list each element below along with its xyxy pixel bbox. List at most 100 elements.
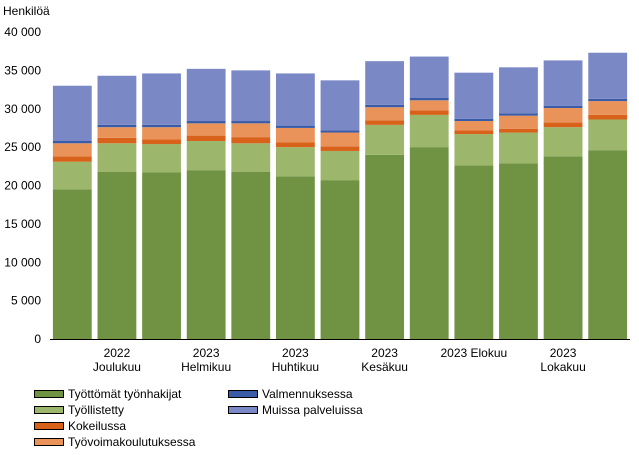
bar-segment <box>543 105 583 108</box>
bar-segment <box>52 156 92 162</box>
bar-segment <box>454 118 494 122</box>
x-tick-label: Helmikuu <box>181 360 231 374</box>
bar-segment <box>186 68 226 122</box>
bar-segment <box>320 180 360 339</box>
bar-segment <box>142 73 181 125</box>
bar-segment <box>365 124 405 155</box>
bar-segment <box>142 127 181 140</box>
bar-segment <box>454 130 494 135</box>
y-tick-label: 35 000 <box>4 63 41 77</box>
bar-segment <box>97 75 137 125</box>
y-tick-label: 0 <box>34 332 41 346</box>
legend-item: Valmennuksessa <box>228 386 353 401</box>
legend-swatch <box>34 437 64 446</box>
x-tick-label: Huhtikuu <box>272 360 319 374</box>
y-axis: 0 5 000 10 000 15 000 20 000 25 000 30 000 35 0… <box>4 25 41 346</box>
legend-label: Työllistetty <box>68 402 125 417</box>
legend-label: Muissa palveluissa <box>262 402 363 417</box>
bar-segment <box>588 98 628 102</box>
legend-item: Työvoimakoulutuksessa <box>34 434 195 449</box>
bar-segment <box>409 147 449 340</box>
bar-segment <box>499 113 538 116</box>
bar-segment <box>275 125 315 128</box>
bar-segment <box>97 171 137 339</box>
bar-segment <box>499 132 538 164</box>
bar-segment <box>365 120 405 125</box>
legend-item: Työllistetty <box>34 402 124 417</box>
legend-swatch <box>228 405 258 414</box>
legend-item: Muissa palveluissa <box>228 402 363 417</box>
bar-segment <box>409 110 449 115</box>
bar-segment <box>543 122 583 128</box>
bar-segment <box>52 189 92 339</box>
bar-segment <box>454 72 494 119</box>
bar-segment <box>231 143 271 172</box>
y-tick-label: 20 000 <box>4 179 41 193</box>
legend-swatch <box>34 421 64 430</box>
legend-label: Kokeilussa <box>68 418 127 433</box>
bar-segment <box>186 121 226 124</box>
bar-segment <box>320 150 360 181</box>
bar-segment <box>142 144 181 173</box>
y-tick-label: 5 000 <box>11 294 41 308</box>
bar-segment <box>186 140 226 171</box>
bar-segment <box>320 130 360 133</box>
bar-segment <box>231 137 271 144</box>
legend-swatch <box>34 389 64 398</box>
x-tick-label: 2023 <box>371 346 398 360</box>
legend-swatch <box>228 389 258 398</box>
bars <box>52 52 628 340</box>
x-tick-label: 2023 <box>550 346 577 360</box>
bar-segment <box>186 170 226 339</box>
bar-segment <box>275 142 315 148</box>
legend: Työttömät työnhakijat Työllistetty Kokeilu… <box>34 386 454 450</box>
bar-segment <box>454 121 494 131</box>
bar-segment <box>588 52 628 99</box>
bar-segment <box>186 123 226 136</box>
bar-segment <box>231 123 271 138</box>
bar-segment <box>52 143 92 157</box>
bar-segment <box>409 56 449 98</box>
legend-label: Valmennuksessa <box>262 386 353 401</box>
y-tick-label: 40 000 <box>4 25 41 39</box>
x-axis: 2022Joulukuu2023Helmikuu2023Huhtikuu2023… <box>93 346 586 374</box>
bar-segment <box>543 127 583 157</box>
x-tick-label: 2023 Elokuu <box>440 346 507 360</box>
bar-segment <box>275 176 315 339</box>
bar-segment <box>454 134 494 166</box>
bar-segment <box>499 128 538 133</box>
bar-segment <box>543 107 583 123</box>
bar-segment <box>320 132 360 147</box>
bar-segment <box>409 114 449 148</box>
bar-segment <box>320 80 360 131</box>
y-axis-title: Henkilöä <box>3 4 50 18</box>
bar-segment <box>142 139 181 145</box>
legend-label: Työvoimakoulutuksessa <box>68 434 196 449</box>
bar-segment <box>365 61 405 105</box>
bar-segment <box>588 119 628 151</box>
x-tick-label: Kesäkuu <box>361 360 408 374</box>
x-tick-label: Joulukuu <box>93 360 141 374</box>
legend-item: Kokeilussa <box>34 418 126 433</box>
bar-segment <box>543 60 583 106</box>
bar-segment <box>365 154 405 339</box>
x-tick-label: 2023 <box>282 346 309 360</box>
bar-segment <box>543 156 583 339</box>
bar-segment <box>499 67 538 114</box>
bar-segment <box>52 140 92 144</box>
bar-segment <box>97 137 137 144</box>
bar-segment <box>142 124 181 128</box>
legend-swatch <box>34 405 64 414</box>
x-tick-label: 2022 <box>104 346 131 360</box>
bar-segment <box>97 127 137 138</box>
bar-segment <box>409 98 449 101</box>
y-tick-label: 25 000 <box>4 140 41 154</box>
legend-item: Työttömät työnhakijat <box>34 386 181 401</box>
bar-segment <box>499 163 538 339</box>
bar-segment <box>231 121 271 124</box>
bar-segment <box>365 104 405 108</box>
bar-segment <box>409 100 449 111</box>
bar-segment <box>365 107 405 121</box>
bar-segment <box>588 114 628 120</box>
legend-label: Työttömät työnhakijat <box>68 386 182 401</box>
